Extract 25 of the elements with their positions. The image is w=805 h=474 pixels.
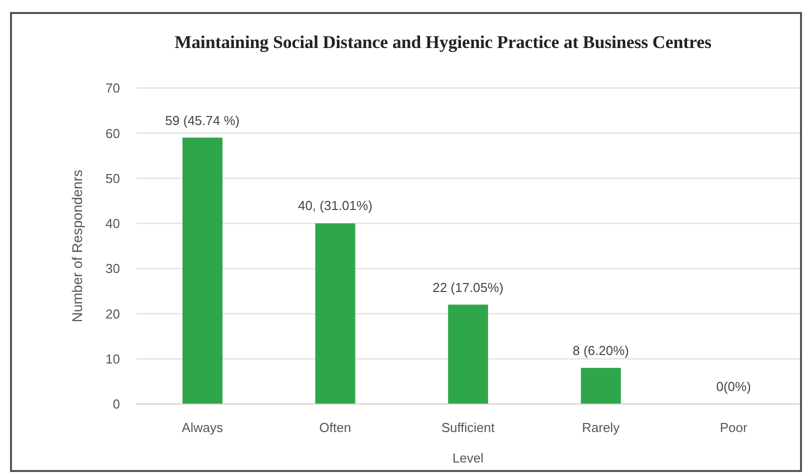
y-tick-label: 60 xyxy=(106,126,120,141)
y-tick-label: 10 xyxy=(106,351,120,366)
bar xyxy=(315,223,356,404)
y-tick-label: 20 xyxy=(106,306,120,322)
data-label: 59 (45.74 %) xyxy=(165,112,240,128)
y-tick-label: 50 xyxy=(106,170,120,186)
x-tick-label: Rarely xyxy=(582,420,620,436)
x-tick-label: Sufficient xyxy=(441,420,495,436)
y-tick-label: 30 xyxy=(106,261,120,276)
data-label: 40, (31.01%) xyxy=(298,198,372,214)
bar xyxy=(182,138,222,404)
data-label: 22 (17.05%) xyxy=(432,280,504,295)
y-axis-title: Number of Respondenrs xyxy=(69,170,85,322)
bar xyxy=(580,368,621,404)
y-tick-label: 0 xyxy=(112,396,120,412)
x-tick-label: Always xyxy=(182,420,224,436)
x-tick-label: Often xyxy=(319,420,352,436)
data-label: 8 (6.20%) xyxy=(572,342,629,358)
y-tick-label: 40 xyxy=(106,216,120,232)
x-axis-title: Level xyxy=(452,450,484,466)
data-label: 0(0%) xyxy=(716,379,751,394)
y-tick-label: 70 xyxy=(106,80,120,96)
chart-title: Maintaining Social Distance and Hygienic Practice at Business Centres xyxy=(174,32,712,53)
bar xyxy=(448,304,488,404)
x-tick-label: Poor xyxy=(720,420,748,436)
